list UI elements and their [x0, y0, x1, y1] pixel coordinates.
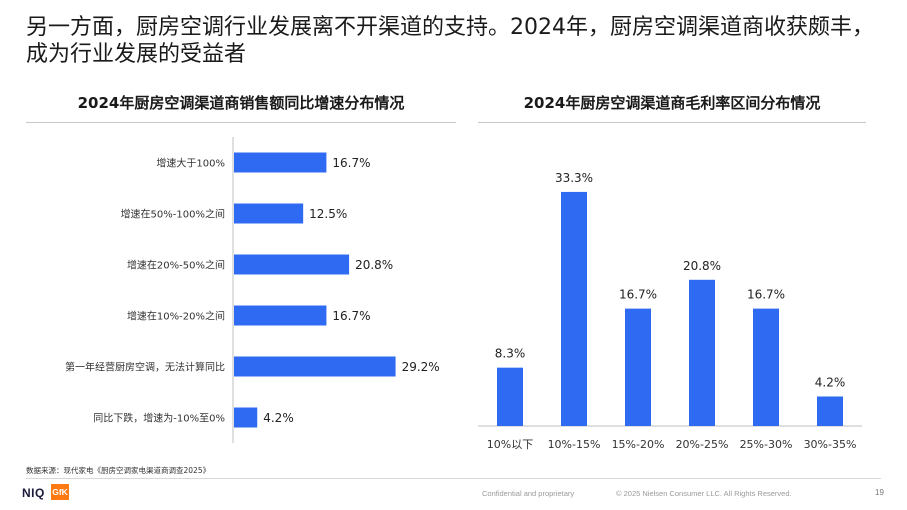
gfk-logo: GfK [51, 484, 69, 500]
left-chart-title: 2024年厨房空调渠道商销售额同比增速分布情况 [77, 94, 405, 112]
category-label: 增速大于100% [156, 157, 225, 170]
bar [234, 254, 350, 275]
bar [689, 279, 715, 426]
left-title-rule [26, 122, 456, 123]
category-label: 第一年经营厨房空调，无法计算同比 [65, 361, 225, 374]
category-label: 增速在50%-100%之间 [121, 208, 225, 221]
category-label: 同比下跌，增速为-10%至0% [93, 412, 225, 425]
bar [234, 203, 304, 224]
niq-logo: NIQ [22, 486, 45, 500]
category-label: 15%-20% [612, 438, 665, 451]
data-label: 16.7% [332, 156, 370, 170]
bar [234, 356, 396, 377]
bar [753, 308, 779, 426]
footer-divider [26, 478, 881, 479]
data-label: 4.2% [263, 411, 294, 425]
category-label: 20%-25% [676, 438, 729, 451]
bar [561, 191, 587, 426]
data-label: 8.3% [495, 347, 526, 361]
data-label: 29.2% [402, 360, 440, 374]
bar [234, 152, 327, 173]
category-label: 30%-35% [804, 438, 857, 451]
data-label: 16.7% [332, 309, 370, 323]
page-title: 另一方面，厨房空调行业发展离不开渠道的支持。2024年，厨房空调渠道商收获颇丰，… [26, 15, 874, 67]
data-label: 20.8% [683, 259, 721, 273]
category-label: 增速在10%-20%之间 [127, 310, 225, 323]
category-label: 25%-30% [740, 438, 793, 451]
right-title-rule [478, 122, 866, 123]
category-label: 增速在20%-50%之间 [127, 259, 225, 272]
copyright-note: © 2025 Nielsen Consumer LLC. All Rights … [616, 489, 792, 498]
category-label: 10%以下 [487, 438, 533, 451]
page-number: 19 [875, 488, 884, 497]
data-label: 12.5% [309, 207, 347, 221]
bar [625, 308, 651, 426]
right-chart-title: 2024年厨房空调渠道商毛利率区间分布情况 [523, 94, 821, 112]
confidential-note: Confidential and proprietary [482, 489, 575, 498]
data-source-note: 数据来源：现代家电《厨房空调家电渠道商调查2025》 [26, 466, 211, 475]
bar [497, 367, 523, 426]
data-label: 33.3% [555, 171, 593, 185]
data-label: 20.8% [355, 258, 393, 272]
data-label: 16.7% [747, 288, 785, 302]
bar [234, 305, 327, 326]
data-label: 4.2% [815, 375, 846, 389]
category-label: 10%-15% [548, 438, 601, 451]
bar [817, 396, 843, 426]
data-label: 16.7% [619, 288, 657, 302]
bar [234, 407, 258, 428]
